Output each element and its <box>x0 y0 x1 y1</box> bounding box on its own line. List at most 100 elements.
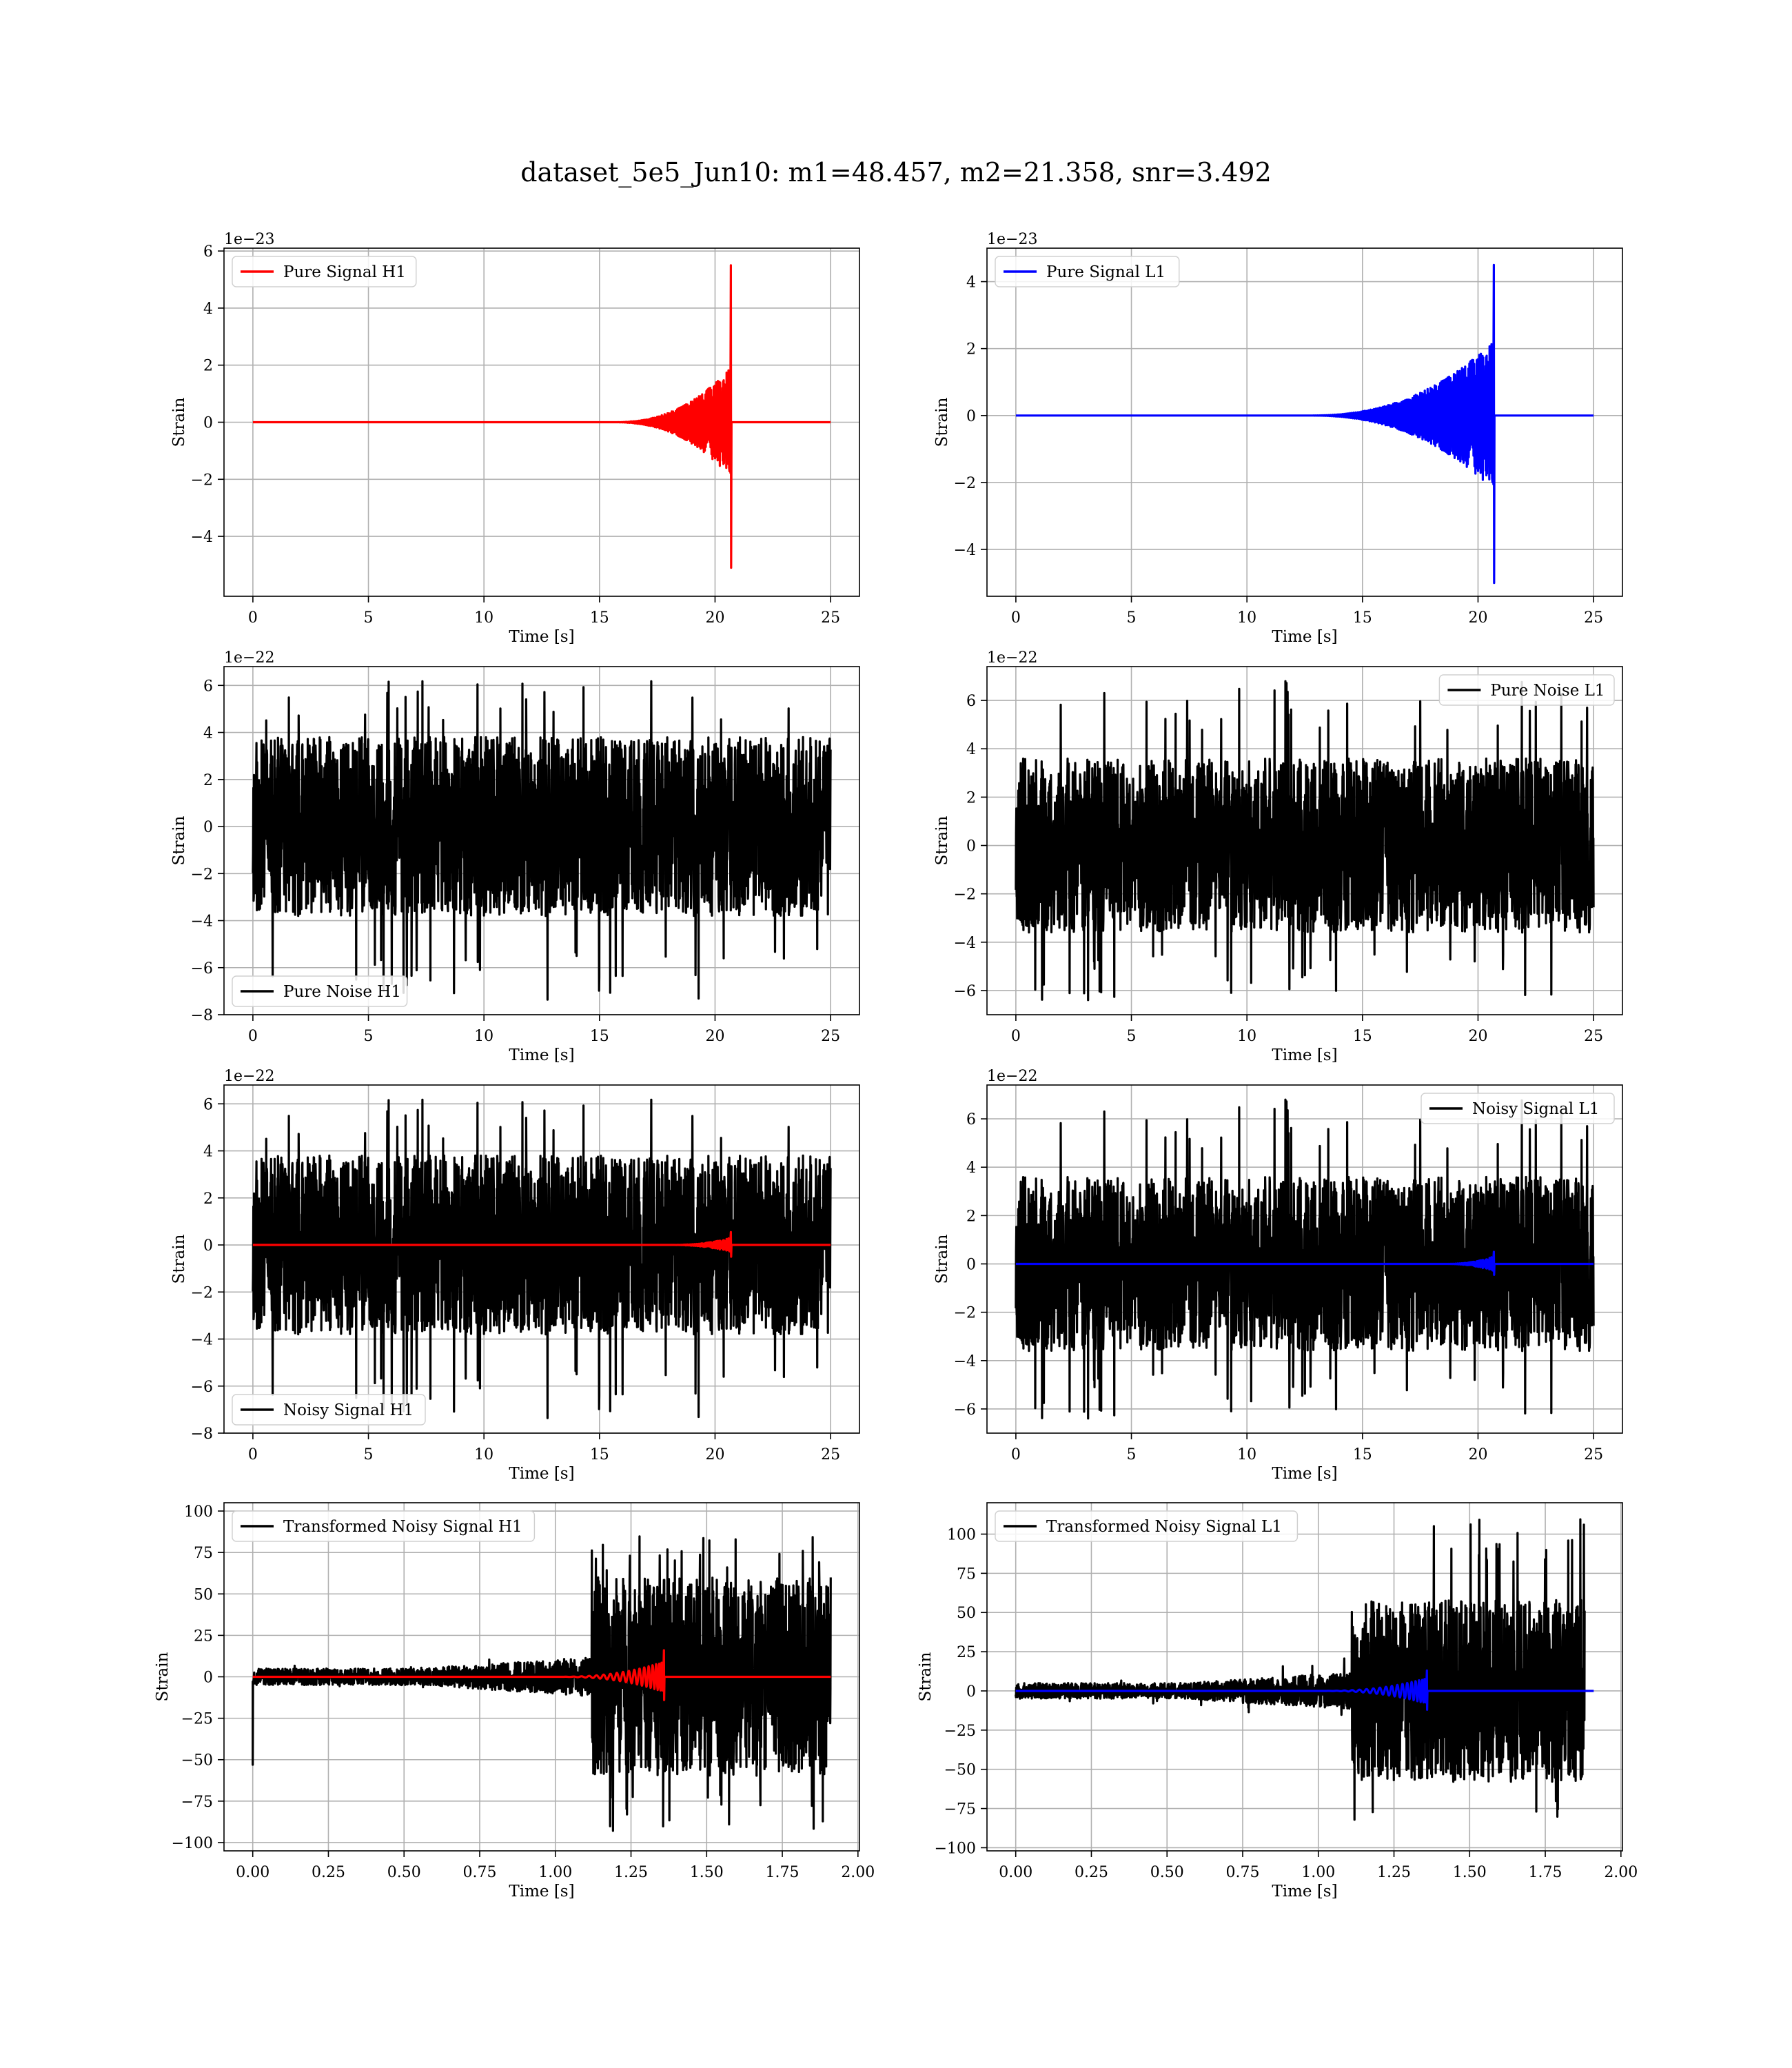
plot-area <box>987 248 1622 596</box>
y-tick-label: 4 <box>203 1144 213 1161</box>
y-axis-label: Strain <box>933 1234 951 1284</box>
y-tick-label: 100 <box>184 1503 213 1521</box>
x-tick-label: 2.00 <box>1604 1864 1638 1881</box>
x-axis-label: Time [s] <box>509 628 574 646</box>
x-tick-label: 0.50 <box>1150 1864 1184 1881</box>
y-axis-label: Strain <box>170 815 188 865</box>
y-tick-label: 6 <box>203 1096 213 1113</box>
y-tick-label: −25 <box>944 1723 976 1740</box>
legend-label: Pure Noise L1 <box>1490 682 1605 700</box>
x-tick-label: 5 <box>364 609 374 627</box>
chart-panel-4: 0 5 10 15 20 25−6−4−20246Time [s]Strain1e−22P… <box>933 649 1622 1064</box>
chart-panel-8: 0.00 0.25 0.50 0.75 1.00 1.25 1.50 1.75 2.00−100… <box>917 1503 1638 1900</box>
y-tick-label: 4 <box>203 301 213 318</box>
x-tick-label: 20 <box>705 609 724 627</box>
y-tick-label: −2 <box>191 472 213 489</box>
legend-label: Pure Signal H1 <box>283 263 406 281</box>
x-tick-label: 10 <box>1237 1446 1256 1463</box>
y-tick-label: 4 <box>966 274 976 292</box>
y-tick-label: 0 <box>966 838 976 855</box>
x-tick-label: 15 <box>590 1446 609 1463</box>
y-axis-label: Strain <box>933 815 951 865</box>
legend: Noisy Signal L1 <box>1421 1093 1614 1124</box>
x-axis-label: Time [s] <box>1272 1465 1337 1483</box>
x-tick-label: 10 <box>1237 609 1256 627</box>
y-tick-label: −100 <box>172 1835 213 1852</box>
x-axis-label: Time [s] <box>509 1883 574 1900</box>
y-tick-label: −8 <box>191 1007 213 1024</box>
axis-offset-label: 1e−22 <box>987 1068 1037 1085</box>
y-tick-label: 2 <box>966 1208 976 1225</box>
x-tick-label: 15 <box>590 609 609 627</box>
x-tick-label: 20 <box>1468 1446 1487 1463</box>
x-tick-label: 5 <box>1127 609 1137 627</box>
y-tick-label: −6 <box>954 1401 976 1419</box>
x-tick-label: 25 <box>821 609 840 627</box>
y-tick-label: −50 <box>944 1762 976 1779</box>
legend-label: Transformed Noisy Signal H1 <box>283 1518 522 1536</box>
legend: Pure Noise H1 <box>232 976 407 1006</box>
y-tick-label: 0 <box>203 819 213 836</box>
y-tick-label: 4 <box>966 1159 976 1177</box>
x-tick-label: 5 <box>364 1446 374 1463</box>
legend: Pure Noise L1 <box>1439 675 1614 705</box>
y-tick-label: 4 <box>966 741 976 758</box>
x-tick-label: 0.25 <box>1075 1864 1108 1881</box>
y-tick-label: −75 <box>181 1794 213 1811</box>
y-tick-label: −25 <box>181 1711 213 1728</box>
y-tick-label: 0 <box>203 415 213 432</box>
x-axis-label: Time [s] <box>1272 1883 1337 1900</box>
x-tick-label: 0.50 <box>387 1864 421 1881</box>
y-tick-label: 4 <box>203 725 213 742</box>
x-tick-label: 5 <box>364 1028 374 1045</box>
y-tick-label: −2 <box>954 886 976 904</box>
x-tick-label: 15 <box>1353 609 1372 627</box>
x-axis-label: Time [s] <box>1272 628 1337 646</box>
y-tick-label: −8 <box>191 1426 213 1443</box>
y-tick-label: 2 <box>203 772 213 789</box>
chart-panel-7: 0.00 0.25 0.50 0.75 1.00 1.25 1.50 1.75 2.00−100… <box>154 1503 875 1900</box>
x-tick-label: 25 <box>1584 1446 1603 1463</box>
x-tick-label: 10 <box>1237 1028 1256 1045</box>
y-tick-label: −2 <box>954 1305 976 1322</box>
x-tick-label: 10 <box>474 609 493 627</box>
x-tick-label: 15 <box>1353 1028 1372 1045</box>
axis-offset-label: 1e−22 <box>987 649 1037 667</box>
y-axis-label: Strain <box>917 1652 935 1701</box>
x-tick-label: 0.00 <box>999 1864 1032 1881</box>
y-tick-label: 2 <box>203 1190 213 1208</box>
x-tick-label: 10 <box>474 1028 493 1045</box>
legend: Transformed Noisy Signal H1 <box>232 1511 534 1541</box>
x-tick-label: 1.00 <box>1301 1864 1335 1881</box>
x-tick-label: 1.50 <box>1453 1864 1487 1881</box>
y-tick-label: 100 <box>947 1526 976 1543</box>
x-tick-label: 0.75 <box>463 1864 497 1881</box>
y-axis-label: Strain <box>170 1234 188 1284</box>
legend-label: Pure Signal L1 <box>1046 263 1165 281</box>
x-tick-label: 0 <box>1011 1028 1021 1045</box>
legend-label: Transformed Noisy Signal L1 <box>1046 1518 1282 1536</box>
y-axis-label: Strain <box>154 1652 172 1701</box>
x-tick-label: 1.75 <box>766 1864 800 1881</box>
x-tick-label: 2.00 <box>841 1864 875 1881</box>
y-tick-label: −75 <box>944 1801 976 1818</box>
y-tick-label: −4 <box>191 529 213 546</box>
y-axis-label: Strain <box>170 397 188 447</box>
y-tick-label: −2 <box>954 475 976 492</box>
axis-offset-label: 1e−23 <box>987 231 1037 248</box>
chart-panel-1: 0 5 10 15 20 25−4−20246Time [s]Strain1e−23Pur… <box>170 231 859 646</box>
x-axis-label: Time [s] <box>509 1465 574 1483</box>
axis-offset-label: 1e−23 <box>224 231 274 248</box>
y-tick-label: 0 <box>966 1257 976 1274</box>
y-tick-label: −6 <box>954 983 976 1000</box>
x-tick-label: 1.00 <box>538 1864 572 1881</box>
y-tick-label: −6 <box>191 960 213 977</box>
y-tick-label: −2 <box>191 866 213 883</box>
y-tick-label: −50 <box>181 1752 213 1770</box>
chart-panel-5: 0 5 10 15 20 25 −8 −6 −4 −2 0 2 4 6 Time [s] Strain 1e−2… <box>170 1068 859 1483</box>
chart-panel-3: 0 5 10 15 20 25 −8 −6 −4 −2 0 2 4 6 Time [s] Strain 1e−2… <box>170 649 859 1064</box>
y-tick-label: 75 <box>957 1565 976 1583</box>
x-axis-label: Time [s] <box>1272 1046 1337 1064</box>
y-tick-label: 6 <box>966 1111 976 1128</box>
